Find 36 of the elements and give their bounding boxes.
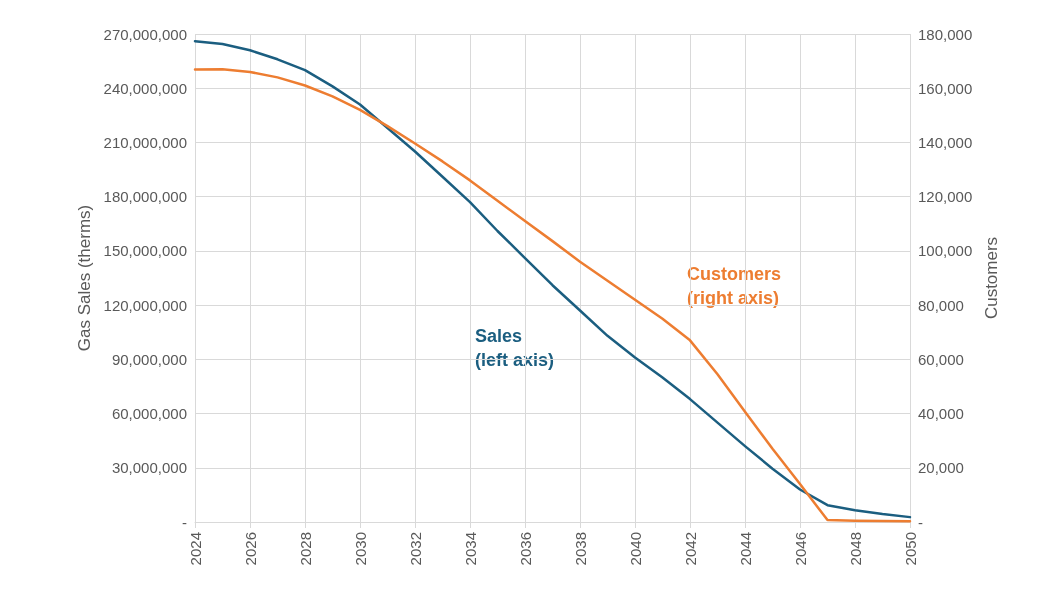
y-tick-label: - bbox=[182, 513, 187, 531]
y2-tick-label: 140,000 bbox=[918, 133, 973, 151]
x-tick-label: 2036 bbox=[516, 532, 534, 566]
x-tick-label: 2026 bbox=[241, 532, 259, 566]
x-tick-label: 2030 bbox=[351, 532, 369, 566]
y-tick-label: 60,000,000 bbox=[111, 405, 187, 423]
y-tick-label: 120,000,000 bbox=[103, 296, 187, 314]
x-tick-label: 2024 bbox=[186, 532, 204, 566]
x-tick-label: 2046 bbox=[791, 532, 809, 566]
y-axis-title: Gas Sales (therms) bbox=[74, 204, 94, 352]
y2-tick-label: 60,000 bbox=[918, 350, 964, 368]
y-tick-label: 30,000,000 bbox=[111, 459, 187, 477]
x-tick-label: 2038 bbox=[571, 532, 589, 566]
y2-tick-label: 120,000 bbox=[918, 188, 973, 206]
y2-tick-label: - bbox=[918, 513, 923, 531]
x-tick-label: 2034 bbox=[461, 532, 479, 566]
x-tick-label: 2028 bbox=[296, 532, 314, 566]
x-tick-label: 2044 bbox=[736, 532, 754, 566]
x-tick-label: 2042 bbox=[681, 532, 699, 566]
y2-tick-label: 180,000 bbox=[918, 25, 973, 43]
x-tick-label: 2050 bbox=[901, 532, 919, 566]
y-tick-label: 240,000,000 bbox=[103, 79, 187, 97]
y2-axis-title: Customers bbox=[982, 236, 1002, 320]
y-tick-label: 270,000,000 bbox=[103, 25, 187, 43]
y-tick-label: 210,000,000 bbox=[103, 133, 187, 151]
x-tick-label: 2048 bbox=[846, 532, 864, 566]
y2-tick-label: 20,000 bbox=[918, 459, 964, 477]
y-tick-label: 90,000,000 bbox=[111, 350, 187, 368]
y2-tick-label: 160,000 bbox=[918, 79, 973, 97]
y2-tick-label: 80,000 bbox=[918, 296, 964, 314]
y2-tick-label: 100,000 bbox=[918, 242, 973, 260]
y-tick-label: 180,000,000 bbox=[103, 188, 187, 206]
y-tick-label: 150,000,000 bbox=[103, 242, 187, 260]
x-tick-label: 2032 bbox=[406, 532, 424, 566]
y2-tick-label: 40,000 bbox=[918, 405, 964, 423]
x-tick-label: 2040 bbox=[626, 532, 644, 566]
